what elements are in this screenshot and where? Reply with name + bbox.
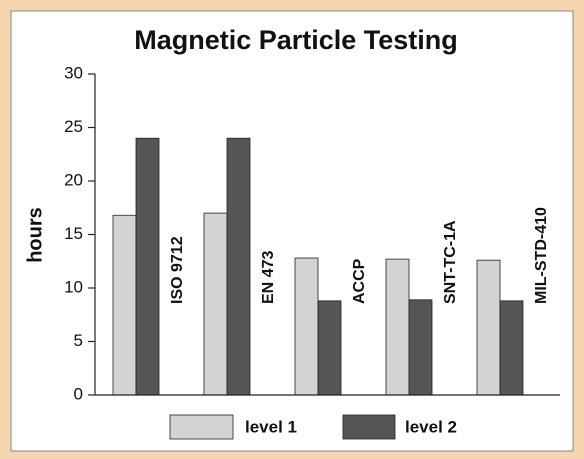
bar — [408, 299, 433, 396]
y-tick-label: 0 — [74, 384, 83, 403]
y-tick-label: 30 — [64, 63, 83, 82]
y-tick-label: 20 — [64, 170, 83, 189]
bar — [385, 258, 410, 396]
legend-label: level 1 — [245, 417, 297, 436]
category-label: EN 473 — [260, 251, 277, 304]
y-tick-label: 5 — [74, 331, 83, 350]
category-label: ACCP — [351, 258, 368, 304]
bar — [294, 257, 319, 396]
y-axis-label: hours — [24, 207, 46, 263]
bar — [476, 259, 501, 396]
category-label: ISO 9712 — [169, 236, 186, 304]
chart-title: Magnetic Particle Testing — [134, 25, 458, 55]
legend-swatch — [169, 414, 234, 440]
category-label: MIL-STD-410 — [533, 207, 550, 304]
y-tick-label: 10 — [64, 277, 83, 296]
legend-swatch — [342, 414, 396, 440]
y-tick-label: 15 — [64, 224, 83, 243]
bar — [135, 137, 160, 396]
legend-label: level 2 — [405, 417, 457, 436]
bar — [499, 300, 524, 396]
bar — [203, 212, 228, 396]
category-label: SNT-TC-1A — [442, 220, 459, 304]
y-tick-label: 25 — [64, 117, 83, 136]
bar — [112, 214, 137, 396]
bar — [317, 300, 342, 396]
bar — [226, 137, 251, 396]
